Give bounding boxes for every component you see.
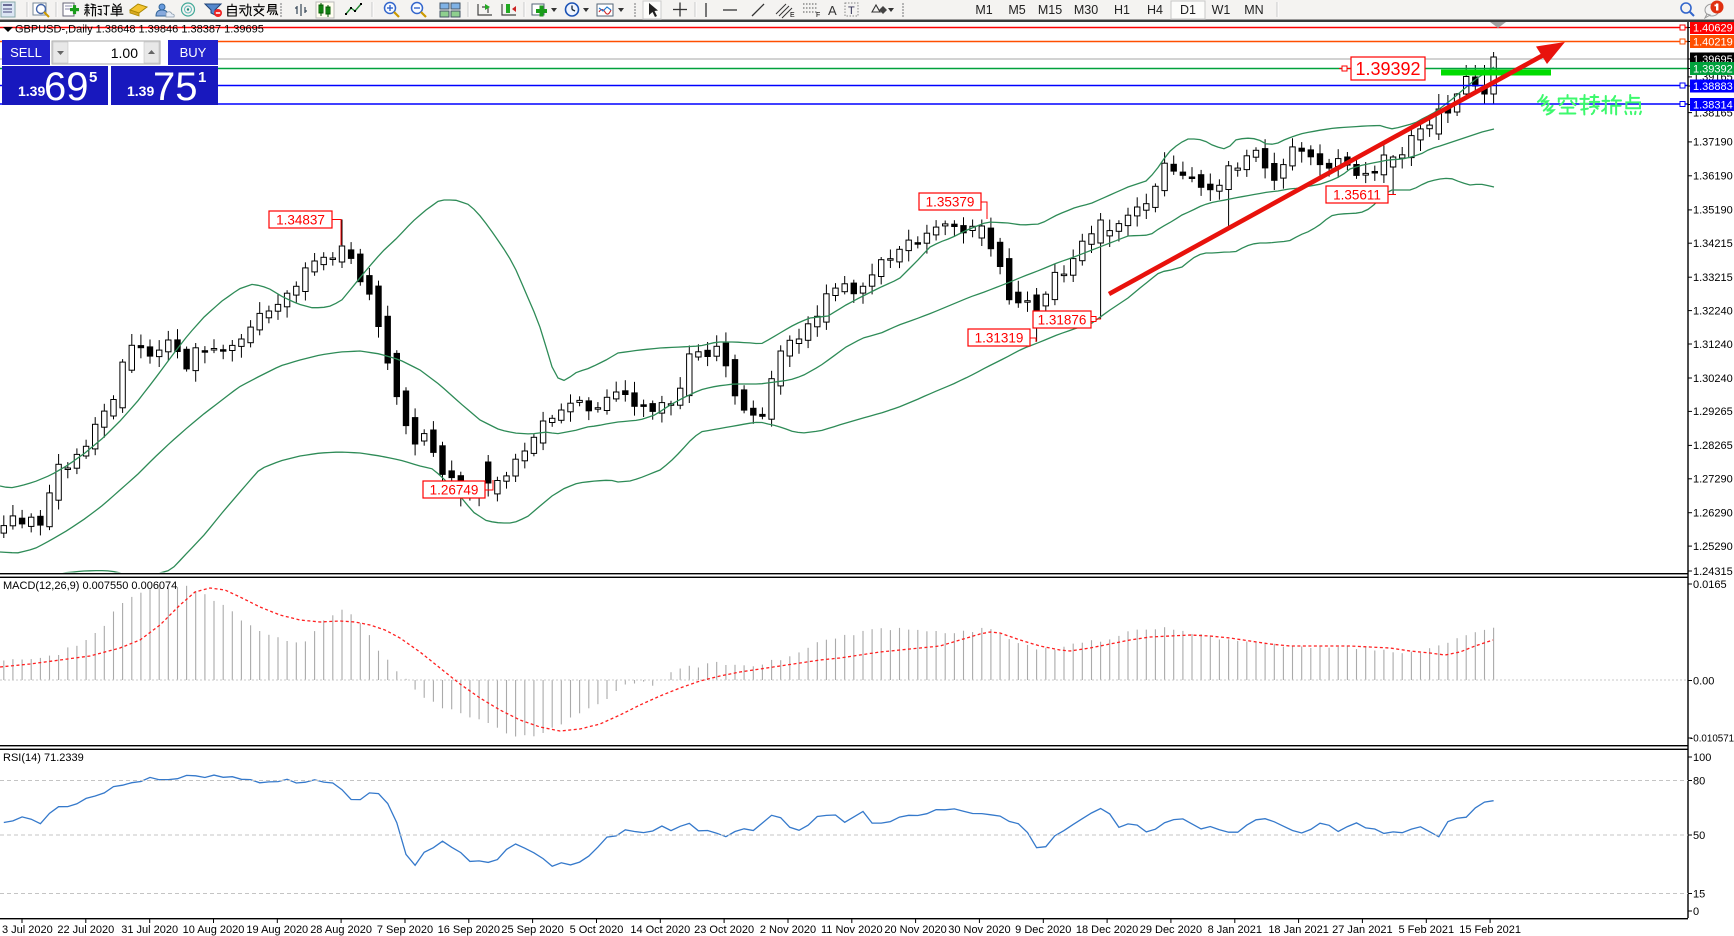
svg-text:1: 1: [198, 69, 206, 86]
svg-text:1.31319: 1.31319: [975, 330, 1024, 345]
svg-text:-0.010571: -0.010571: [1690, 734, 1734, 745]
svg-text:F: F: [816, 12, 820, 19]
svg-text:1.38314: 1.38314: [1693, 99, 1733, 111]
svg-text:5 Feb 2021: 5 Feb 2021: [1398, 924, 1454, 936]
svg-text:1.37190: 1.37190: [1693, 137, 1733, 149]
svg-text:1.32240: 1.32240: [1693, 305, 1733, 317]
svg-text:1.39: 1.39: [127, 83, 154, 99]
svg-text:M15: M15: [1038, 3, 1062, 17]
svg-text:3 Jul 2020: 3 Jul 2020: [2, 924, 53, 936]
svg-text:1.34215: 1.34215: [1693, 238, 1733, 250]
svg-text:23 Oct 2020: 23 Oct 2020: [694, 924, 754, 936]
svg-text:16 Sep 2020: 16 Sep 2020: [438, 924, 500, 936]
svg-text:0.0165: 0.0165: [1693, 579, 1727, 591]
svg-text:E: E: [790, 12, 795, 19]
svg-text:50: 50: [1693, 830, 1705, 842]
svg-text:29 Dec 2020: 29 Dec 2020: [1140, 924, 1202, 936]
svg-text:MACD(12,26,9) 0.007550 0.00607: MACD(12,26,9) 0.007550 0.006074: [3, 580, 177, 592]
svg-text:25 Sep 2020: 25 Sep 2020: [501, 924, 563, 936]
svg-text:18 Jan 2021: 18 Jan 2021: [1268, 924, 1329, 936]
svg-text:100: 100: [1693, 752, 1711, 764]
svg-text:15: 15: [1693, 888, 1705, 900]
svg-text:1.25290: 1.25290: [1693, 541, 1733, 553]
svg-text:M1: M1: [975, 3, 992, 17]
svg-text:1.33215: 1.33215: [1693, 272, 1733, 284]
svg-text:1.39392: 1.39392: [1693, 63, 1733, 75]
svg-text:14 Oct 2020: 14 Oct 2020: [630, 924, 690, 936]
svg-text:75: 75: [153, 65, 198, 109]
svg-text:80: 80: [1693, 775, 1705, 787]
svg-text:27 Jan 2021: 27 Jan 2021: [1332, 924, 1393, 936]
svg-text:5 Oct 2020: 5 Oct 2020: [570, 924, 624, 936]
svg-text:BUY: BUY: [180, 45, 207, 60]
svg-text:19 Aug 2020: 19 Aug 2020: [246, 924, 308, 936]
svg-text:M30: M30: [1074, 3, 1098, 17]
svg-text:M5: M5: [1008, 3, 1025, 17]
svg-text:15 Feb 2021: 15 Feb 2021: [1459, 924, 1521, 936]
svg-text:1.35611: 1.35611: [1333, 187, 1381, 202]
svg-text:D1: D1: [1180, 3, 1196, 17]
svg-text:1.40629: 1.40629: [1693, 22, 1733, 34]
svg-text:9 Dec 2020: 9 Dec 2020: [1015, 924, 1071, 936]
svg-text:1.30240: 1.30240: [1693, 373, 1733, 385]
svg-text:1.24315: 1.24315: [1693, 566, 1733, 578]
svg-text:22 Jul 2020: 22 Jul 2020: [57, 924, 114, 936]
svg-text:1.27290: 1.27290: [1693, 474, 1733, 486]
svg-text:1.31876: 1.31876: [1038, 312, 1087, 327]
svg-text:0.00: 0.00: [1693, 675, 1714, 687]
svg-text:30 Nov 2020: 30 Nov 2020: [948, 924, 1010, 936]
svg-text:W1: W1: [1212, 3, 1231, 17]
svg-text:1.28265: 1.28265: [1693, 440, 1733, 452]
svg-text:1.31240: 1.31240: [1693, 339, 1733, 351]
svg-text:1.39: 1.39: [18, 83, 45, 99]
svg-text:7 Sep 2020: 7 Sep 2020: [377, 924, 433, 936]
svg-text:GBPUSD-,Daily 1.38648 1.39846: GBPUSD-,Daily 1.38648 1.39846 1.38387 1.…: [15, 24, 264, 36]
svg-text:69: 69: [44, 65, 89, 109]
svg-text:MN: MN: [1244, 3, 1263, 17]
svg-text:0: 0: [1693, 906, 1699, 918]
svg-text:1.26749: 1.26749: [430, 482, 479, 497]
svg-text:1.29265: 1.29265: [1693, 406, 1733, 418]
svg-text:1.35190: 1.35190: [1693, 205, 1733, 217]
svg-text:1.40219: 1.40219: [1693, 36, 1733, 48]
svg-text:1.39392: 1.39392: [1355, 59, 1420, 79]
svg-text:11 Nov 2020: 11 Nov 2020: [821, 924, 883, 936]
svg-text:20 Nov 2020: 20 Nov 2020: [884, 924, 946, 936]
svg-text:RSI(14) 71.2339: RSI(14) 71.2339: [3, 752, 84, 764]
svg-text:T: T: [848, 5, 855, 17]
svg-text:28 Aug 2020: 28 Aug 2020: [310, 924, 372, 936]
svg-text:1.35379: 1.35379: [926, 194, 975, 209]
svg-text:1.26290: 1.26290: [1693, 508, 1733, 520]
svg-text:5: 5: [89, 69, 97, 86]
svg-text:8 Jan 2021: 8 Jan 2021: [1208, 924, 1262, 936]
svg-text:A: A: [828, 3, 837, 18]
svg-text:31 Jul 2020: 31 Jul 2020: [121, 924, 178, 936]
svg-text:1.34837: 1.34837: [276, 212, 325, 227]
svg-text:H1: H1: [1114, 3, 1130, 17]
svg-text:1.38883: 1.38883: [1693, 81, 1733, 93]
svg-text:SELL: SELL: [10, 45, 42, 60]
svg-text:10 Aug 2020: 10 Aug 2020: [183, 924, 245, 936]
svg-text:1.36190: 1.36190: [1693, 171, 1733, 183]
svg-text:H4: H4: [1147, 3, 1163, 17]
svg-text:1.00: 1.00: [111, 45, 138, 61]
svg-text:18 Dec 2020: 18 Dec 2020: [1076, 924, 1138, 936]
svg-text:2 Nov 2020: 2 Nov 2020: [760, 924, 816, 936]
